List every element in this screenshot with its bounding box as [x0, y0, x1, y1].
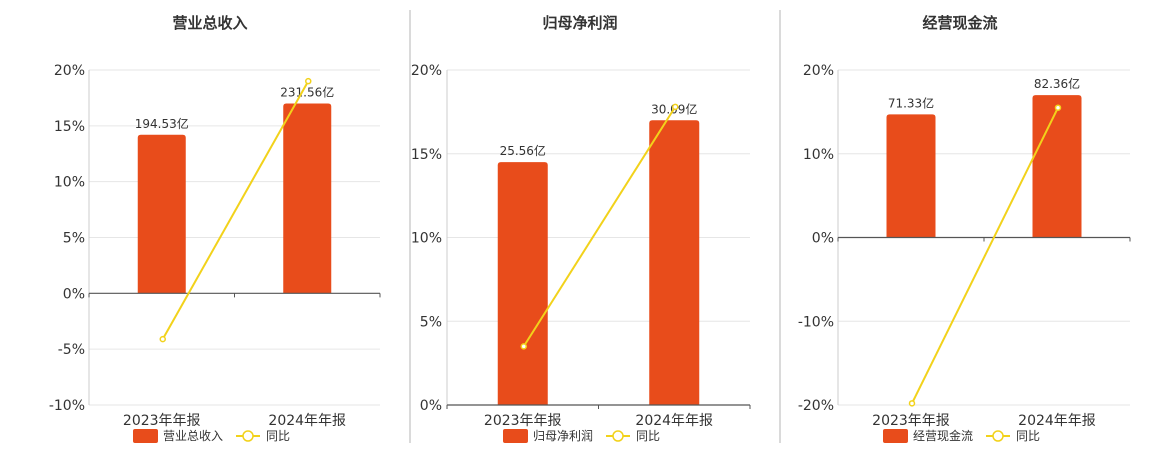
y-tick-label: 15% — [411, 147, 442, 163]
legend-bar-swatch — [503, 429, 528, 443]
y-tick-label: 10% — [54, 175, 85, 191]
y-tick-label: -10% — [49, 398, 85, 414]
y-tick-label: -20% — [798, 398, 834, 414]
category-label: 2023年年报 — [872, 413, 950, 429]
legend: 经营现金流 同比 — [883, 428, 1040, 443]
chart-panel-1: 营业总收入 20% 15% 10% 5% 0% -5% -10% 194.53亿 231.56亿 2… — [49, 14, 381, 443]
y-tick-label: 15% — [54, 119, 85, 135]
category-label: 2024年年报 — [268, 413, 346, 429]
bar — [649, 120, 700, 405]
legend-line-label: 同比 — [266, 429, 290, 443]
yoy-point — [672, 103, 679, 111]
category-label: 2024年年报 — [1018, 413, 1096, 429]
chart-title: 经营现金流 — [922, 14, 997, 32]
y-tick-label: 0% — [420, 398, 442, 414]
category-label: 2023年年报 — [123, 413, 201, 429]
y-tick-label: 20% — [411, 63, 442, 79]
legend-line-marker — [242, 430, 254, 442]
chart-title: 归母净利润 — [542, 14, 617, 32]
chart-panel-2: 归母净利润20%15%10%5%0%25.56亿30.09亿2023年年报202… — [411, 14, 751, 443]
y-tick-label: 0% — [63, 286, 85, 302]
bar — [137, 134, 186, 294]
y-tick-label: 5% — [63, 231, 85, 247]
bar — [886, 114, 936, 238]
y-tick-label: 0% — [812, 231, 834, 247]
y-tick-label: 20% — [54, 63, 85, 79]
legend-line-label: 同比 — [1016, 429, 1040, 443]
legend-bar-swatch — [883, 429, 908, 443]
y-tick-label: -10% — [798, 314, 834, 330]
yoy-line — [522, 106, 677, 347]
y-tick-label: -5% — [58, 342, 85, 358]
legend-line-marker — [992, 430, 1004, 442]
legend-bar-label: 营业总收入 — [163, 429, 223, 443]
bar-data-label: 231.56亿 — [280, 85, 334, 100]
yoy-line — [161, 80, 310, 340]
bar-data-label: 194.53亿 — [135, 116, 189, 131]
y-tick-label: 5% — [420, 314, 442, 330]
legend: 营业总收入 同比 — [133, 429, 290, 443]
bar — [1032, 95, 1082, 238]
yoy-point — [908, 400, 916, 407]
legend-line-marker — [612, 430, 624, 442]
category-label: 2023年年报 — [484, 413, 562, 429]
yoy-line — [911, 107, 1059, 404]
y-tick-label: 20% — [803, 63, 834, 79]
legend-bar-label: 经营现金流 — [913, 428, 973, 443]
bar-data-label: 25.56亿 — [500, 143, 546, 158]
bar — [497, 162, 548, 405]
chart-title: 营业总收入 — [172, 14, 247, 32]
chart-panel-3: 经营现金流 20% 10% 0% -10% -20% 71.33亿 82.36亿 2023年年报… — [798, 14, 1131, 443]
legend-bar-label: 归母净利润 — [533, 429, 593, 443]
yoy-point — [159, 335, 166, 343]
legend-line-label: 同比 — [636, 429, 660, 443]
bar — [283, 103, 332, 294]
yoy-point — [520, 343, 527, 350]
yoy-point — [305, 77, 312, 85]
legend-bar-swatch — [133, 429, 158, 443]
bar-data-label: 71.33亿 — [888, 95, 934, 110]
category-label: 2024年年报 — [635, 413, 713, 429]
legend: 归母净利润 同比 — [503, 429, 660, 443]
bar-data-label: 82.36亿 — [1034, 76, 1080, 91]
y-tick-label: 10% — [803, 147, 834, 163]
y-tick-label: 10% — [411, 231, 442, 247]
yoy-point — [1054, 104, 1062, 111]
